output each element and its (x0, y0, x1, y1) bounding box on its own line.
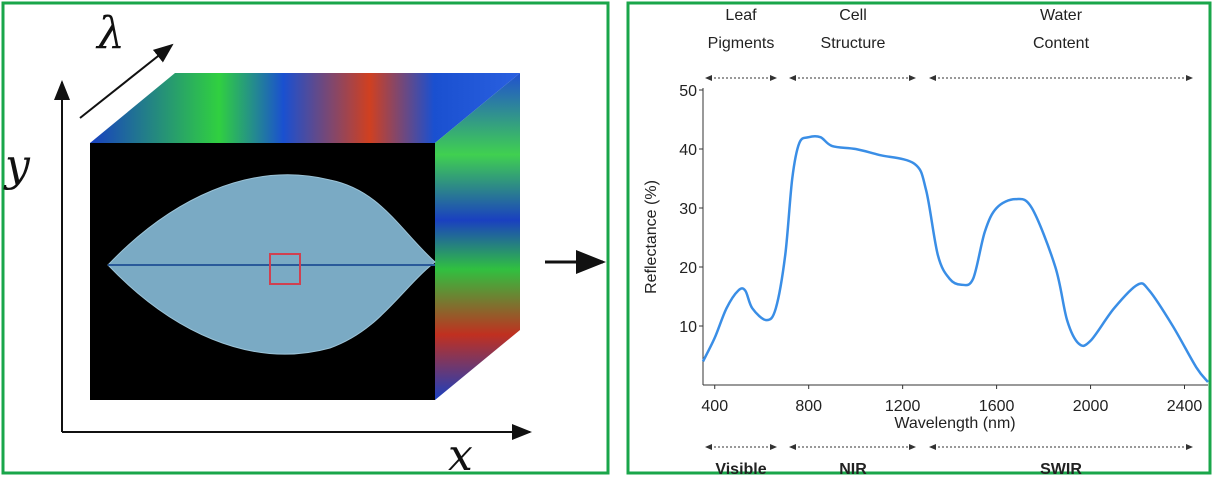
range-label: Water (1040, 7, 1083, 24)
y-axis-title: Reflectance (%) (643, 180, 660, 294)
panel-border (626, 1, 1212, 475)
lambda-arrow (79, 43, 174, 119)
range-label: Visible (715, 461, 766, 475)
x-tick-label: 1600 (979, 398, 1015, 415)
x-tick-label: 800 (795, 398, 822, 415)
pixel-box (269, 253, 301, 285)
x-tick-label: 1200 (885, 398, 921, 415)
x-tick-label: 2000 (1073, 398, 1109, 415)
range-label: Structure (821, 35, 886, 52)
x-tick-label: 400 (701, 398, 728, 415)
y-tick-label: 40 (679, 142, 697, 159)
y-label: y (3, 140, 31, 191)
y-tick-label: 20 (679, 260, 697, 277)
cube-side (435, 73, 520, 400)
x-tick-label: 2400 (1167, 398, 1203, 415)
x-label: x (448, 430, 473, 475)
cube-top (90, 73, 520, 143)
x-axis-title: Wavelength (nm) (894, 415, 1015, 432)
reflectance-line (701, 135, 1209, 383)
panel-border (1, 1, 610, 475)
range-label: Cell (839, 7, 867, 24)
y-tick-label: 30 (679, 201, 697, 218)
range-label: NIR (839, 461, 867, 475)
lambda-label: λ (95, 8, 125, 59)
range-label: Pigments (708, 35, 775, 52)
y-tick-label: 10 (679, 319, 697, 336)
range-label: Leaf (725, 7, 757, 24)
range-label: SWIR (1040, 461, 1082, 475)
range-label: Content (1033, 35, 1090, 52)
y-tick-label: 50 (679, 83, 697, 100)
